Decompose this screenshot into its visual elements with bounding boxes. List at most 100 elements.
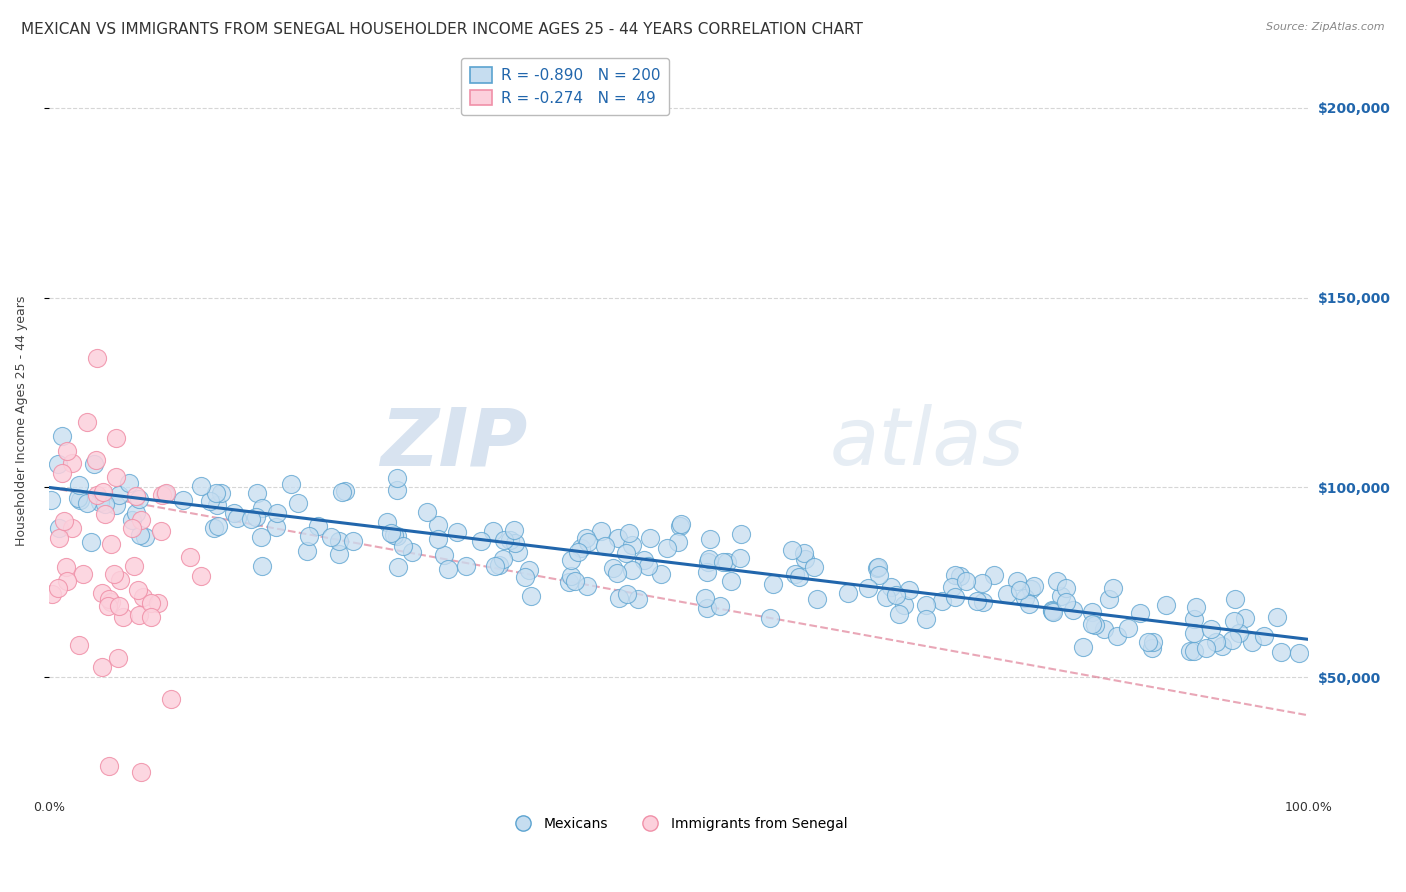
Point — [560, 569, 582, 583]
Y-axis label: Householder Income Ages 25 - 44 years: Householder Income Ages 25 - 44 years — [15, 296, 28, 546]
Point — [129, 512, 152, 526]
Point — [606, 566, 628, 581]
Point — [112, 610, 135, 624]
Point — [121, 513, 143, 527]
Point — [709, 599, 731, 614]
Point — [108, 573, 131, 587]
Point — [104, 470, 127, 484]
Point — [759, 611, 782, 625]
Point — [98, 592, 121, 607]
Point — [1040, 603, 1063, 617]
Point — [650, 566, 672, 581]
Point — [482, 524, 505, 538]
Point — [1136, 635, 1159, 649]
Point — [1084, 617, 1107, 632]
Point — [696, 565, 718, 579]
Point — [593, 539, 616, 553]
Point — [209, 485, 232, 500]
Point — [252, 558, 274, 573]
Point — [560, 553, 582, 567]
Point — [433, 548, 456, 562]
Point — [1227, 626, 1250, 640]
Point — [55, 560, 77, 574]
Point — [884, 588, 907, 602]
Point — [1211, 639, 1233, 653]
Point — [1107, 629, 1129, 643]
Point — [602, 561, 624, 575]
Point — [84, 452, 107, 467]
Point — [793, 546, 815, 560]
Point — [1288, 646, 1310, 660]
Point — [1140, 640, 1163, 655]
Point — [915, 612, 938, 626]
Point — [569, 541, 592, 555]
Point — [387, 560, 409, 574]
Point — [621, 563, 644, 577]
Point — [401, 544, 423, 558]
Legend: Mexicans, Immigrants from Senegal: Mexicans, Immigrants from Senegal — [503, 811, 853, 836]
Point — [494, 533, 516, 547]
Point — [1005, 574, 1028, 588]
Point — [446, 524, 468, 539]
Point — [711, 555, 734, 569]
Point — [949, 569, 972, 583]
Point — [41, 587, 63, 601]
Point — [1205, 634, 1227, 648]
Text: Source: ZipAtlas.com: Source: ZipAtlas.com — [1267, 22, 1385, 32]
Point — [785, 567, 807, 582]
Point — [172, 493, 194, 508]
Point — [67, 638, 90, 652]
Point — [728, 551, 751, 566]
Point — [128, 528, 150, 542]
Point — [1062, 603, 1084, 617]
Point — [56, 444, 79, 458]
Point — [1270, 645, 1292, 659]
Point — [914, 598, 936, 612]
Point — [94, 507, 117, 521]
Point — [131, 765, 153, 780]
Point — [564, 574, 586, 589]
Point — [484, 559, 506, 574]
Point — [67, 477, 90, 491]
Point — [118, 476, 141, 491]
Point — [128, 608, 150, 623]
Point — [426, 518, 449, 533]
Point — [83, 457, 105, 471]
Point — [121, 521, 143, 535]
Point — [298, 529, 321, 543]
Point — [1234, 610, 1257, 624]
Point — [955, 574, 977, 588]
Point — [328, 547, 350, 561]
Point — [943, 568, 966, 582]
Point — [202, 520, 225, 534]
Point — [506, 545, 529, 559]
Point — [866, 561, 889, 575]
Text: atlas: atlas — [830, 404, 1025, 483]
Point — [856, 581, 879, 595]
Point — [190, 569, 212, 583]
Point — [794, 552, 817, 566]
Point — [503, 536, 526, 550]
Point — [141, 596, 163, 610]
Point — [875, 591, 897, 605]
Point — [179, 550, 201, 565]
Point — [122, 558, 145, 573]
Point — [492, 552, 515, 566]
Point — [307, 519, 329, 533]
Point — [385, 483, 408, 497]
Point — [382, 527, 405, 541]
Point — [375, 515, 398, 529]
Point — [1222, 615, 1244, 629]
Point — [90, 586, 112, 600]
Point — [1054, 581, 1077, 595]
Point — [76, 496, 98, 510]
Point — [589, 524, 612, 538]
Point — [56, 574, 79, 588]
Point — [245, 509, 267, 524]
Point — [330, 485, 353, 500]
Point — [1014, 591, 1036, 606]
Point — [837, 586, 859, 600]
Point — [246, 486, 269, 500]
Point — [280, 477, 302, 491]
Point — [380, 526, 402, 541]
